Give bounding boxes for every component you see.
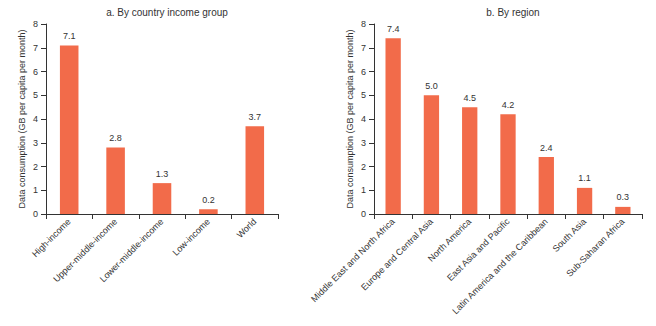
svg-text:Europe and Central Asia: Europe and Central Asia bbox=[359, 216, 435, 292]
svg-text:0: 0 bbox=[361, 209, 366, 219]
svg-text:2.4: 2.4 bbox=[540, 143, 553, 153]
svg-text:4: 4 bbox=[361, 114, 366, 124]
svg-text:3: 3 bbox=[361, 138, 366, 148]
svg-text:0: 0 bbox=[33, 209, 38, 219]
svg-text:Data consumption (GB per capit: Data consumption (GB per capita per mont… bbox=[345, 29, 355, 208]
svg-text:1: 1 bbox=[33, 185, 38, 195]
svg-text:4: 4 bbox=[33, 114, 38, 124]
svg-text:4.2: 4.2 bbox=[502, 100, 515, 110]
svg-text:0.2: 0.2 bbox=[202, 195, 215, 205]
svg-text:b. By region: b. By region bbox=[486, 7, 539, 18]
svg-text:Latin America and the Caribbea: Latin America and the Caribbean bbox=[450, 216, 550, 316]
svg-text:0.3: 0.3 bbox=[617, 192, 630, 202]
svg-text:Lower-middle-income: Lower-middle-income bbox=[98, 216, 166, 284]
svg-text:Sub-Saharan Africa: Sub-Saharan Africa bbox=[564, 216, 626, 278]
svg-text:2: 2 bbox=[33, 162, 38, 172]
svg-text:5: 5 bbox=[361, 90, 366, 100]
svg-text:5: 5 bbox=[33, 90, 38, 100]
svg-text:6: 6 bbox=[33, 67, 38, 77]
svg-text:7.4: 7.4 bbox=[387, 24, 400, 34]
svg-text:5.0: 5.0 bbox=[425, 81, 438, 91]
svg-text:7.1: 7.1 bbox=[63, 31, 76, 41]
svg-text:7: 7 bbox=[33, 43, 38, 53]
svg-text:Data consumption (GB per capit: Data consumption (GB per capita per mont… bbox=[17, 29, 27, 208]
svg-text:4.5: 4.5 bbox=[463, 93, 476, 103]
svg-text:1.1: 1.1 bbox=[578, 173, 591, 183]
svg-text:6: 6 bbox=[361, 67, 366, 77]
svg-text:Low-income: Low-income bbox=[171, 216, 212, 257]
svg-text:1.3: 1.3 bbox=[156, 169, 169, 179]
svg-text:1: 1 bbox=[361, 185, 366, 195]
svg-text:2: 2 bbox=[361, 162, 366, 172]
svg-text:3.7: 3.7 bbox=[249, 112, 262, 122]
svg-text:Upper-middle-income: Upper-middle-income bbox=[51, 216, 120, 285]
svg-text:a. By country income group: a. By country income group bbox=[106, 7, 228, 18]
svg-text:2.8: 2.8 bbox=[109, 133, 122, 143]
svg-text:North America: North America bbox=[425, 216, 474, 264]
svg-text:8: 8 bbox=[33, 19, 38, 29]
svg-text:3: 3 bbox=[33, 138, 38, 148]
svg-text:7: 7 bbox=[361, 43, 366, 53]
svg-text:Middle East and North Africa: Middle East and North Africa bbox=[309, 216, 397, 304]
svg-text:World: World bbox=[235, 216, 259, 240]
svg-text:8: 8 bbox=[361, 19, 366, 29]
svg-text:High-income: High-income bbox=[30, 216, 73, 259]
svg-text:East Asia and Pacific: East Asia and Pacific bbox=[445, 216, 512, 283]
svg-text:South Asia: South Asia bbox=[551, 216, 588, 253]
